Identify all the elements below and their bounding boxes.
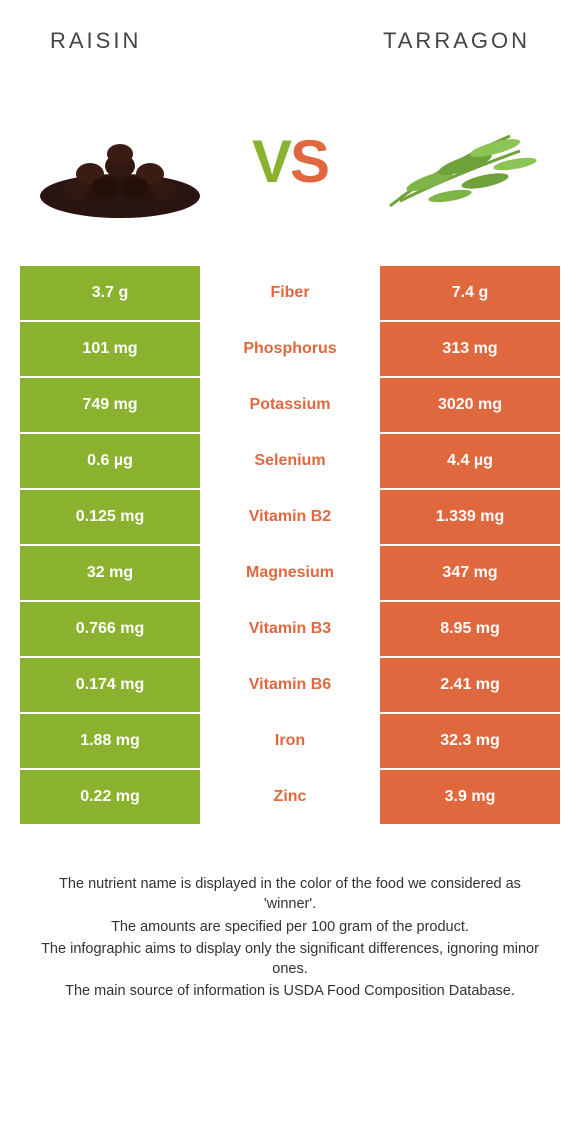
cell-right: 313 mg — [380, 322, 560, 376]
cell-left: 1.88 mg — [20, 714, 200, 768]
table-row: 1.88 mgIron32.3 mg — [20, 714, 560, 770]
cell-right: 4.4 µg — [380, 434, 560, 488]
hero: VS — [0, 66, 580, 266]
cell-left: 0.125 mg — [20, 490, 200, 544]
food-title-left: RAISIN — [50, 28, 141, 54]
table-row: 3.7 gFiber7.4 g — [20, 266, 560, 322]
cell-right: 7.4 g — [380, 266, 560, 320]
vs-label: VS — [252, 127, 328, 196]
cell-nutrient: Magnesium — [200, 546, 380, 600]
nutrient-table: 3.7 gFiber7.4 g101 mgPhosphorus313 mg749… — [20, 266, 560, 826]
raisin-icon — [30, 96, 210, 226]
cell-nutrient: Vitamin B3 — [200, 602, 380, 656]
footer-line: The main source of information is USDA F… — [34, 981, 546, 1001]
cell-right: 347 mg — [380, 546, 560, 600]
table-row: 101 mgPhosphorus313 mg — [20, 322, 560, 378]
cell-nutrient: Vitamin B6 — [200, 658, 380, 712]
vs-letter-s: S — [290, 127, 328, 196]
cell-nutrient: Potassium — [200, 378, 380, 432]
table-row: 0.6 µgSelenium4.4 µg — [20, 434, 560, 490]
table-row: 0.22 mgZinc3.9 mg — [20, 770, 560, 826]
cell-left: 749 mg — [20, 378, 200, 432]
cell-right: 32.3 mg — [380, 714, 560, 768]
cell-left: 0.174 mg — [20, 658, 200, 712]
vs-letter-v: V — [252, 127, 290, 196]
cell-right: 1.339 mg — [380, 490, 560, 544]
table-row: 749 mgPotassium3020 mg — [20, 378, 560, 434]
cell-nutrient: Zinc — [200, 770, 380, 824]
tarragon-icon — [370, 96, 550, 226]
cell-nutrient: Vitamin B2 — [200, 490, 380, 544]
cell-left: 0.22 mg — [20, 770, 200, 824]
table-row: 0.766 mgVitamin B38.95 mg — [20, 602, 560, 658]
header: RAISIN TARRAGON — [0, 0, 580, 66]
table-row: 0.174 mgVitamin B62.41 mg — [20, 658, 560, 714]
footer-line: The nutrient name is displayed in the co… — [34, 874, 546, 915]
cell-left: 3.7 g — [20, 266, 200, 320]
cell-right: 8.95 mg — [380, 602, 560, 656]
cell-left: 0.6 µg — [20, 434, 200, 488]
cell-nutrient: Selenium — [200, 434, 380, 488]
footer: The nutrient name is displayed in the co… — [0, 826, 580, 1002]
cell-left: 101 mg — [20, 322, 200, 376]
footer-line: The amounts are specified per 100 gram o… — [34, 917, 546, 937]
table-row: 0.125 mgVitamin B21.339 mg — [20, 490, 560, 546]
footer-line: The infographic aims to display only the… — [34, 939, 546, 980]
cell-nutrient: Phosphorus — [200, 322, 380, 376]
cell-left: 32 mg — [20, 546, 200, 600]
cell-nutrient: Iron — [200, 714, 380, 768]
cell-nutrient: Fiber — [200, 266, 380, 320]
cell-right: 3020 mg — [380, 378, 560, 432]
table-row: 32 mgMagnesium347 mg — [20, 546, 560, 602]
cell-right: 2.41 mg — [380, 658, 560, 712]
cell-left: 0.766 mg — [20, 602, 200, 656]
cell-right: 3.9 mg — [380, 770, 560, 824]
food-title-right: TARRAGON — [383, 28, 530, 54]
